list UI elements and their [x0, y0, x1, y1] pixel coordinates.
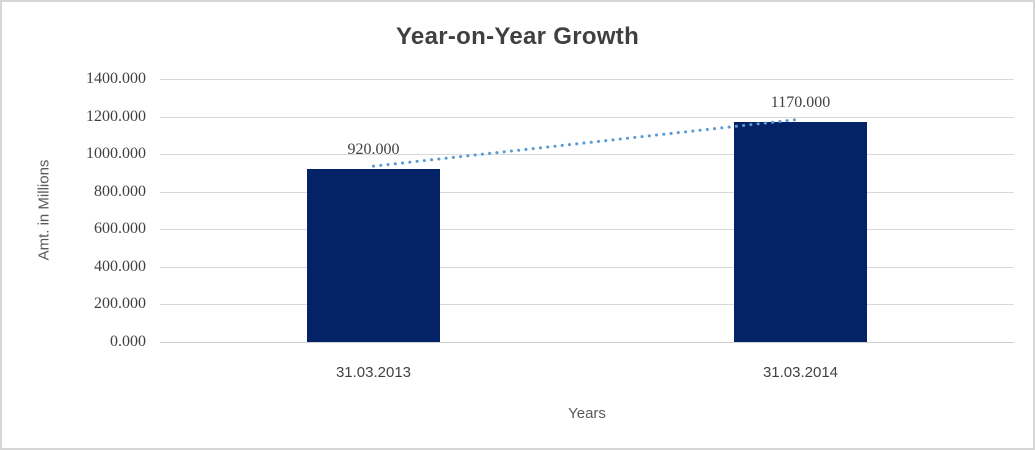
gridline [160, 154, 1014, 156]
bar [307, 169, 440, 342]
gridline [160, 304, 1014, 306]
x-axis-title: Years [568, 405, 606, 422]
y-tick-label: 1000.000 [86, 145, 146, 163]
y-tick-label: 800.000 [94, 182, 146, 200]
gridline [160, 191, 1014, 193]
y-tick-label: 0.000 [110, 333, 146, 350]
y-tick-label: 1200.000 [86, 107, 146, 125]
chart-title: Year-on-Year Growth [395, 23, 640, 50]
gridline [160, 116, 1014, 118]
gridline [160, 266, 1014, 268]
x-tick-label: 31.03.2014 [762, 364, 839, 381]
y-tick-label: 400.000 [94, 257, 146, 275]
bar [734, 122, 867, 342]
gridline [160, 79, 1014, 80]
y-tick-label: 600.000 [94, 220, 146, 238]
x-tick-label: 31.03.2013 [335, 364, 412, 381]
x-axis-line [160, 342, 1014, 343]
y-axis-title: Amt. in Millions [35, 159, 53, 261]
y-tick-label: 200.000 [94, 295, 146, 313]
gridline [160, 229, 1014, 231]
bar-data-label: 1170.000 [770, 94, 831, 112]
bar-data-label: 920.000 [347, 141, 400, 159]
y-tick-label: 1400.000 [86, 70, 146, 87]
